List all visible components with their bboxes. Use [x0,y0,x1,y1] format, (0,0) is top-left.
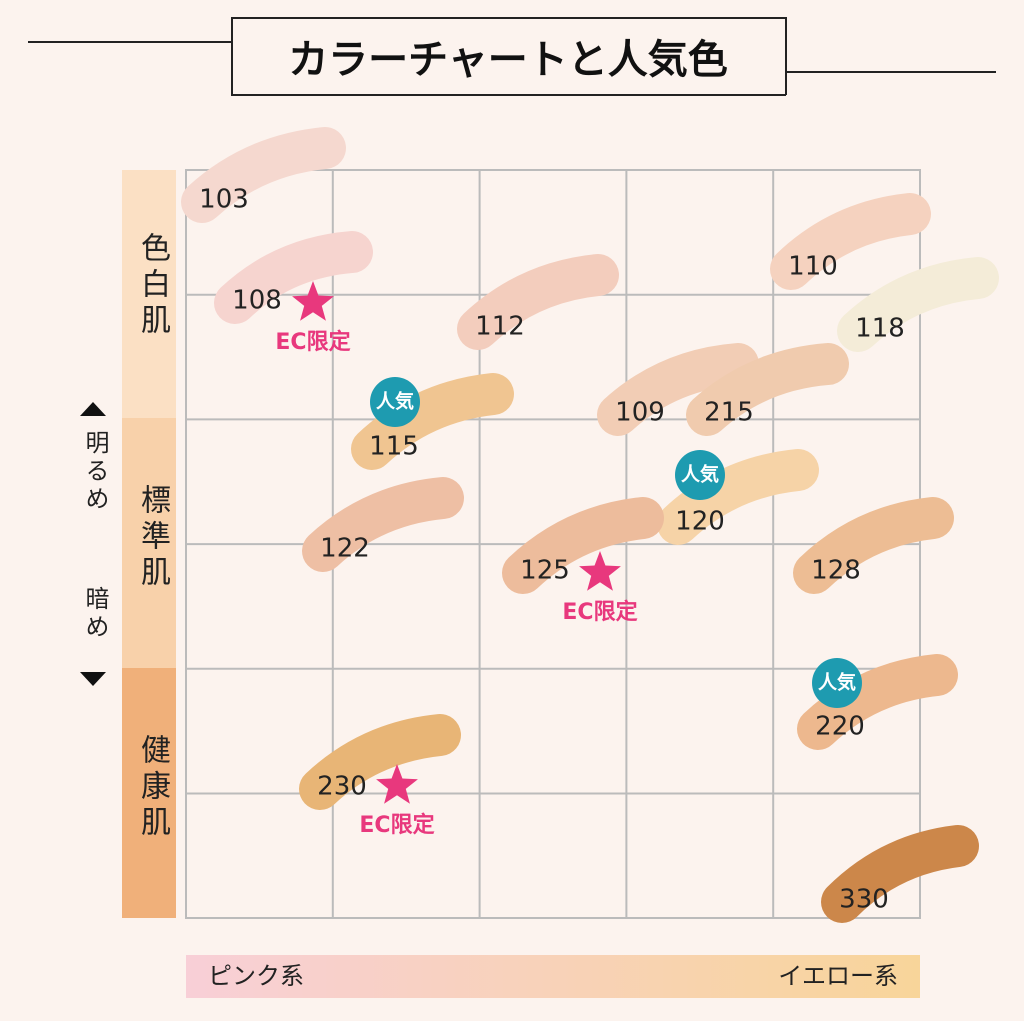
badge-text: EC限定 [275,329,350,355]
shade-label: 330 [839,885,889,915]
swatch [351,373,514,470]
shade-label: 108 [232,286,282,316]
star-icon [579,551,621,591]
shade-label: 110 [788,252,838,282]
swatch [299,714,461,810]
swatch [502,497,664,594]
star-icon [292,281,334,321]
group-band [122,668,176,918]
swatch [797,654,958,750]
badge-circle [370,377,420,427]
shade-label: 115 [369,432,419,462]
x-label-left: ピンク系 [208,962,304,990]
swatch [793,497,954,594]
title-frame [231,17,787,96]
shade-label: 230 [317,772,367,802]
swatch [837,257,999,352]
badge-text: 人気 [681,463,719,486]
swatches: 103 108 EC限定 112 110 118 115 人気 109 215 120 人気 122 12… [181,127,999,923]
swatch [302,477,464,572]
shade-label: 125 [520,556,570,586]
swatch [821,825,979,923]
shade-label: 220 [815,712,865,742]
star-icon [376,764,418,804]
group-label: 標準肌 [135,484,170,592]
swatch [657,449,819,545]
shade-label: 103 [199,185,249,215]
swatch [686,343,849,436]
group-band [122,170,176,418]
group-label: 健康肌 [135,734,170,842]
shade-label: 109 [615,398,665,428]
swatch [597,343,759,436]
badge-text: 人気 [818,671,856,694]
brighter-label: 明るめ [81,430,109,514]
swatch [181,127,346,223]
group-band [122,418,176,668]
darker-label: 暗め [81,586,109,642]
swatch [457,254,619,350]
hue-bar [186,955,920,998]
shade-label: 122 [320,534,370,564]
swatch [214,231,373,324]
up-arrow [80,402,106,416]
badge-circle [812,658,862,708]
shade-label: 128 [811,556,861,586]
shade-label: 112 [475,312,525,342]
swatch [770,193,931,290]
shade-label: 215 [704,398,754,428]
shade-label: 120 [675,507,725,537]
badge-text: EC限定 [562,599,637,625]
badge-text: EC限定 [359,812,434,838]
x-label-right: イエロー系 [778,962,898,990]
title: カラーチャートと人気色 [288,37,728,83]
down-arrow [80,672,106,686]
badge-text: 人気 [376,390,414,413]
shade-label: 118 [855,314,905,344]
group-label: 色白肌 [135,232,170,340]
badge-circle [675,450,725,500]
